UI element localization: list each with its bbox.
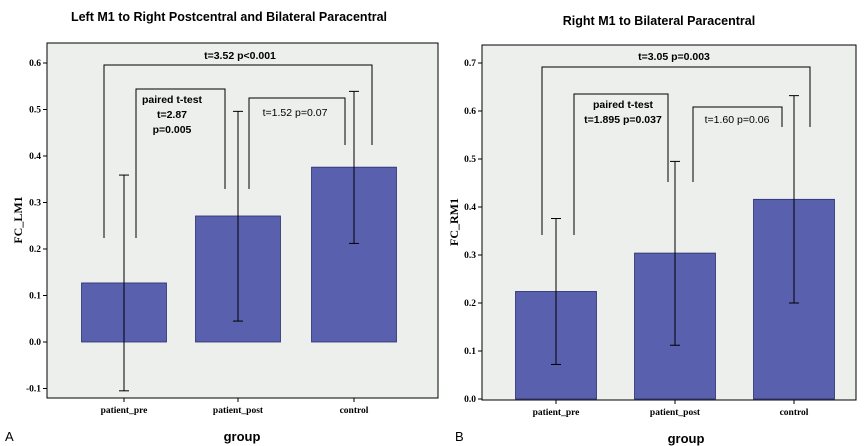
panel-a-annotation-t-post-control: t=1.52 p=0.07 [263, 107, 328, 119]
panel-b-y-tick-label: 0.0 [464, 395, 476, 405]
panel-b-x-tick-label-patient_pre: patient_pre [533, 408, 580, 418]
panel-a-x-tick-label-control: control [340, 406, 369, 416]
panel-a-y-tick-label: 0.6 [29, 59, 41, 69]
panel-a-annotation-t-overall: t=3.52 p<0.001 [204, 50, 276, 62]
panel-a-y-axis-label: FC_LM1 [11, 196, 25, 243]
panel-b-title: Right M1 to Bilateral Paracentral [563, 14, 755, 28]
panel-b-y-tick-label: 0.5 [464, 155, 476, 165]
panel-b-y-tick-label: 0.1 [464, 347, 476, 357]
panel-a-y-tick-label: -0.1 [26, 385, 41, 395]
panel-b-x-tick-label-control: control [780, 408, 809, 418]
panel-a-y-tick-label: 0.5 [29, 106, 41, 116]
panel-a-x-tick-label-patient_pre: patient_pre [101, 406, 148, 416]
panel-a-y-tick-label: 0.1 [29, 292, 41, 302]
panel-b-y-tick-label: 0.6 [464, 107, 476, 117]
panel-a: Left M1 to Right Postcentral and Bilater… [5, 10, 439, 444]
panel-a-y-tick-label: 0.4 [29, 152, 41, 162]
panel-a-annotation-paired: paired t-test [142, 94, 203, 106]
panel-b-x-axis-label: group [668, 431, 705, 446]
panel-b-bracket-pre-post [573, 93, 669, 235]
panel-b-bracket-post-control [692, 106, 783, 182]
panel-a-letter: A [5, 429, 14, 444]
panel-b-annotation-t-overall: t=3.05 p=0.003 [638, 51, 710, 63]
panel-a-x-tick-label-patient_post: patient_post [213, 406, 264, 416]
panel-a-annotation-t-paired: t=2.87 [157, 109, 187, 121]
panel-b-y-tick-label: 0.2 [464, 299, 476, 309]
panel-b-letter: B [455, 429, 464, 444]
panel-b-annotation-t-post-control: t=1.60 p=0.06 [705, 114, 770, 126]
panel-a-bracket-pre-post [135, 88, 226, 238]
panel-b-annotation-paired: paired t-test [593, 99, 654, 111]
panel-a-bracket-post-control [248, 97, 346, 189]
panel-b-bracket-pre-control [541, 66, 811, 235]
panel-a-x-axis-label: group [224, 429, 261, 444]
panel-b-y-tick-label: 0.3 [464, 251, 476, 261]
panel-b-x-tick-label-patient_post: patient_post [650, 408, 701, 418]
panel-b-annotation-t-paired: t=1.895 p=0.037 [584, 114, 662, 126]
panel-a-y-tick-label: 0.3 [29, 199, 41, 209]
panel-a-bracket-pre-control [103, 64, 373, 238]
panel-a-title: Left M1 to Right Postcentral and Bilater… [71, 10, 387, 24]
panel-b: Right M1 to Bilateral Paracentral FC_RM1… [447, 14, 857, 446]
panel-b-y-axis-label: FC_RM1 [447, 198, 461, 246]
panel-a-y-tick-label: 0.0 [29, 338, 41, 348]
panel-a-annotation-p-paired: p=0.005 [153, 124, 192, 136]
panel-a-y-tick-label: 0.2 [29, 245, 41, 255]
panel-b-y-tick-label: 0.7 [464, 59, 476, 69]
panel-b-y-tick-label: 0.4 [464, 203, 476, 213]
